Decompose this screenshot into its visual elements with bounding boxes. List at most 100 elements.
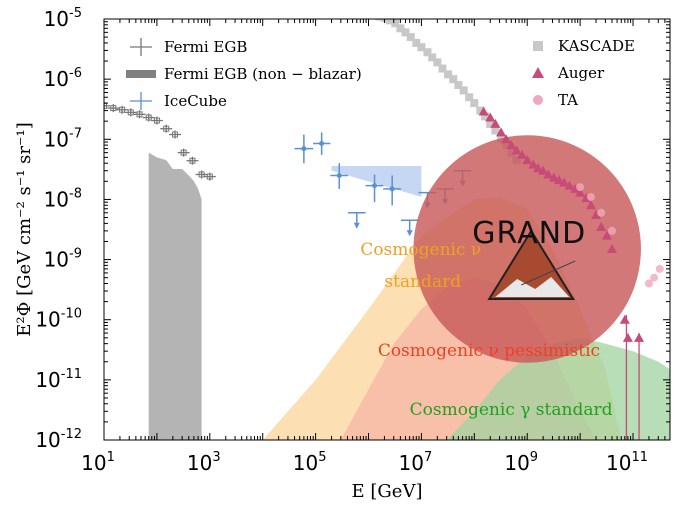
kascade-point-2: [375, 19, 384, 21]
y-tick-label-5-base: 10: [44, 127, 69, 151]
auger-point-0: [478, 106, 489, 116]
x-tick-label-3: 107: [399, 450, 433, 475]
auger-point-13: [548, 172, 559, 182]
y-tick-label-1-exp: -11: [61, 367, 82, 382]
auger-point-17: [569, 183, 580, 193]
fermi-point-7: [163, 125, 170, 132]
auger-point-4: [501, 134, 512, 144]
fermi-point-12: [206, 173, 213, 180]
ta-point-5: [650, 273, 659, 282]
kascade-point-11: [423, 48, 432, 57]
y-tick-label-0-base: 10: [35, 428, 60, 452]
y-tick-label-6: 10-6: [44, 66, 82, 91]
overlay-layer: GRAND: [413, 106, 664, 440]
legend-right-label-1: Auger: [557, 64, 605, 82]
kascade-point-10: [417, 43, 426, 52]
auger-point-10: [533, 163, 544, 173]
ta-point-4: [644, 279, 653, 288]
icecube-point-1: [319, 141, 325, 147]
y-tick-label-6-base: 10: [44, 67, 69, 91]
x-tick-label-3-base: 10: [399, 451, 424, 475]
x-tick-label-1-base: 10: [187, 451, 212, 475]
legend-right-label-2: TA: [558, 91, 578, 109]
auger-point-14: [554, 175, 565, 185]
legend-left-swatch-1: [126, 70, 156, 78]
y-tick-label-3: 10-9: [44, 247, 82, 272]
auger-point-16: [564, 180, 575, 190]
ta-point-2: [597, 208, 606, 217]
auger-point-3: [496, 127, 507, 137]
x-tick-label-0-base: 10: [81, 451, 106, 475]
auger-point-18: [575, 187, 586, 197]
y-tick-label-6-exp: -6: [69, 66, 82, 81]
fermi-point-3: [127, 109, 134, 116]
legend-left-label-1: Fermi EGB (non − blazar): [164, 65, 362, 83]
band-fermi-non-blazar: [148, 152, 202, 440]
kascade-point-7: [401, 28, 410, 37]
auger-point-21: [591, 210, 602, 220]
fermi-point-11: [198, 171, 205, 178]
x-tick-label-1: 103: [187, 450, 221, 475]
plot-frame: [103, 18, 671, 441]
kascade-point-12: [428, 53, 437, 62]
kascade-point-21: [476, 106, 485, 115]
fermi-point-8: [172, 131, 179, 138]
legend-right-label-0: KASCADE: [558, 37, 635, 55]
ta-point-0: [576, 183, 585, 192]
annotation-cosmo-nu-pess: Cosmogenic ν pessimistic: [378, 341, 600, 361]
x-tick-label-5-base: 10: [606, 451, 631, 475]
auger-point-6: [511, 145, 522, 155]
grand-logo-text: GRAND: [472, 216, 586, 251]
band-gamma-standard: [446, 337, 670, 440]
icecube-point-4: [372, 183, 378, 189]
x-tick-label-5: 1011: [606, 450, 648, 475]
kascade-point-13: [433, 58, 442, 67]
ta-point-1: [586, 192, 595, 201]
y-tick-label-2: 10-10: [35, 307, 82, 332]
auger-point-20: [585, 200, 596, 210]
y-tick-label-2-exp: -10: [61, 307, 82, 322]
fermi-point-0: [104, 102, 107, 109]
ticks-layer: [103, 18, 671, 441]
icecube-point-6-arrow: [406, 230, 413, 237]
legend-left-label-2: IceCube: [164, 92, 227, 110]
x-tick-label-4-exp: 9: [530, 450, 538, 465]
auger-point-15: [559, 177, 570, 187]
y-tick-label-1: 10-11: [35, 367, 82, 392]
annotation-cosmo-nu-std-1: Cosmogenic ν: [360, 240, 481, 260]
y-tick-label-0: 10-12: [35, 427, 82, 452]
x-tick-label-4: 109: [504, 450, 538, 475]
x-tick-label-0-exp: 1: [107, 450, 115, 465]
kascade-point-5: [391, 19, 400, 28]
y-tick-label-5: 10-7: [44, 126, 82, 151]
fermi-point-6: [153, 117, 160, 124]
kascade-point-18: [459, 86, 468, 95]
icecube-point-3-arrow: [353, 222, 360, 229]
kascade-point-23: [486, 119, 495, 128]
fermi-point-5: [145, 114, 152, 121]
auger-point-9: [528, 159, 539, 169]
x-tick-label-2: 105: [293, 450, 327, 475]
legend-right-swatch-2: [533, 95, 543, 105]
x-axis-label: E [GeV]: [352, 481, 423, 502]
y-tick-label-3-exp: -9: [69, 247, 82, 262]
fermi-point-9: [180, 149, 187, 156]
y-tick-label-3-base: 10: [44, 248, 69, 272]
y-axis-label: E²Φ [GeV cm⁻² s⁻¹ sr⁻¹]: [14, 122, 35, 336]
fermi-point-1: [110, 105, 117, 112]
kascade-point-1: [371, 10, 379, 18]
kascade-point-9: [412, 38, 421, 47]
kascade-point-16: [449, 75, 458, 84]
auger-point-11: [538, 165, 549, 175]
y-tick-label-4: 10-8: [44, 186, 82, 211]
x-tick-label-3-exp: 7: [424, 450, 432, 465]
grand-logo-mountain: [495, 276, 570, 297]
y-tick-label-5-exp: -7: [69, 126, 82, 141]
auger-point-24: [606, 243, 617, 253]
annotation-cosmo-gamma: Cosmogenic γ standard: [410, 400, 613, 420]
ta-point-3: [607, 226, 616, 235]
auger-point-25: [619, 314, 630, 324]
auger-point-7: [517, 149, 528, 159]
